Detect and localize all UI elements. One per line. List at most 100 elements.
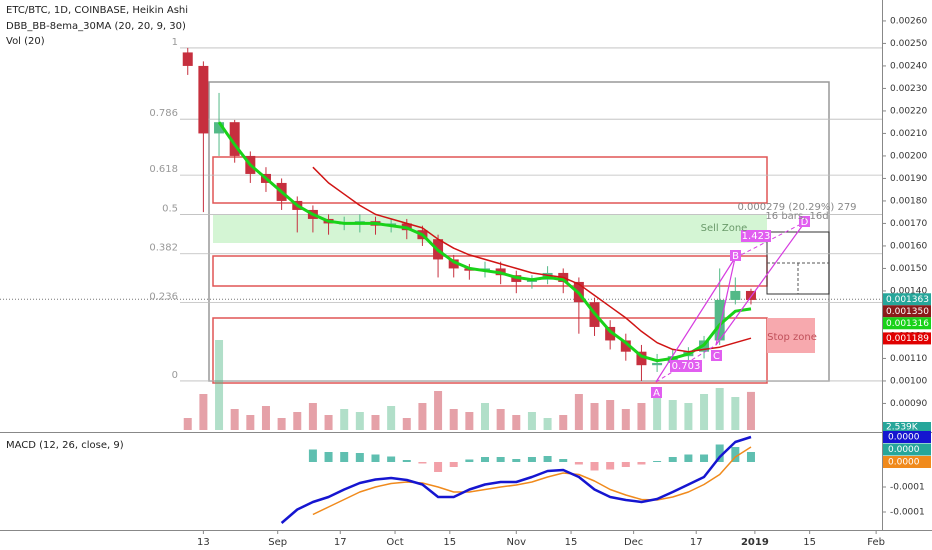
histogram-bar (402, 460, 411, 462)
candle-body (652, 362, 663, 366)
histogram-bar (715, 444, 724, 462)
moving-average (312, 166, 752, 353)
x-tick-label: 17 (690, 537, 703, 548)
sell-zone-box (213, 215, 767, 243)
candle-body (605, 326, 616, 341)
histogram-bar (418, 462, 427, 464)
volume-bar (199, 394, 208, 430)
candle-body (448, 259, 459, 269)
candle-body (214, 122, 225, 134)
histogram-bar (481, 457, 490, 462)
pattern-line (655, 221, 806, 383)
y-tick-label: 0.00110 (890, 354, 927, 364)
histogram-bar (527, 457, 536, 462)
volume-bar (731, 397, 740, 430)
volume-bar (543, 418, 552, 430)
histogram-bar (746, 452, 755, 462)
histogram-bar (340, 452, 349, 462)
histogram-bar (559, 459, 568, 462)
volume-bar (387, 406, 396, 430)
volume-bar (371, 415, 380, 430)
volume-tag-label: 2.539K (886, 423, 919, 433)
y-tick-label: 0.00100 (890, 376, 927, 386)
volume-bar (465, 412, 474, 430)
histogram-bar (684, 454, 693, 462)
x-tick-label: 2019 (741, 537, 769, 548)
candle-body (198, 65, 209, 134)
volume-bar (496, 409, 505, 430)
fib-label: 0.382 (149, 243, 178, 254)
measure-label: 16 bars, 16d (765, 211, 828, 222)
x-tick-label: 15 (443, 537, 456, 548)
volume-bar (215, 340, 224, 430)
volume-bar (261, 406, 270, 430)
volume-bar (527, 412, 536, 430)
zone-label: Sell Zone (701, 223, 748, 234)
histogram-bar (324, 452, 333, 462)
volume-bar (574, 394, 583, 430)
candle-body (730, 290, 741, 300)
volume-bar (606, 400, 615, 430)
macd-tag (883, 456, 931, 468)
label-box (741, 230, 771, 242)
candle-body (182, 52, 193, 66)
volume-label: Vol (20) (6, 36, 45, 47)
fib-label: 0.618 (149, 164, 178, 175)
candle-body (229, 122, 240, 156)
histogram-bar (387, 456, 396, 462)
volume-bar (700, 394, 709, 430)
volume-bar (402, 418, 411, 430)
x-tick-label: Dec (624, 537, 643, 548)
price-tag (883, 317, 931, 330)
price-tag-label: 0.001189 (886, 334, 929, 344)
chart-title: ETC/BTC, 1D, COINBASE, Heikin Ashi (6, 5, 188, 16)
point-label: A (653, 388, 660, 399)
label-box (799, 216, 810, 227)
y-tick-label: 0.00230 (890, 84, 927, 94)
volume-bar (590, 403, 599, 430)
y-tick-label: 0.00250 (890, 39, 927, 49)
volume-bar (183, 418, 192, 430)
volume-bar (481, 403, 490, 430)
histogram-bar (606, 462, 615, 470)
y-tick-label: 0.00200 (890, 151, 927, 161)
volume-bar (246, 415, 255, 430)
indicator-label: DBB_BB-8ema_30MA (20, 20, 9, 30) (6, 21, 186, 32)
price-pane: 1 0.786 0.618 0.5 0.382 0.236 0 (0, 37, 882, 430)
volume-bar (434, 391, 443, 430)
y-tick-label: -0.0001 (890, 508, 925, 518)
price-tag (883, 293, 931, 306)
abcd-pattern: A B C D 0.703 1.423 (651, 216, 810, 399)
fib-label: 0 (172, 370, 178, 381)
volume-bar (653, 391, 662, 430)
stop-zone-box (767, 318, 815, 353)
x-tick-label: Feb (867, 537, 885, 548)
x-tick-label: Sep (268, 537, 287, 548)
y-tick-label: -0.0001 (890, 483, 925, 493)
macd-tag (883, 443, 931, 456)
x-tick-label: Oct (386, 537, 403, 548)
volume-bar (449, 409, 458, 430)
volume-bar (277, 418, 286, 430)
histogram-bar (308, 449, 317, 462)
x-tick-label: 15 (803, 537, 816, 548)
point-label: B (732, 251, 739, 262)
histogram-bar (700, 454, 709, 462)
price-tag-label: 0.001316 (886, 319, 929, 329)
volume-bar (746, 391, 755, 430)
fib-label: 0.5 (162, 203, 178, 214)
volume-bar (355, 412, 364, 430)
macd-tag-label: 0.0000 (888, 445, 920, 455)
fib-label: 0.236 (149, 291, 178, 302)
candle-body (636, 351, 647, 366)
histogram-bar (653, 461, 662, 462)
y-tick-label: 0.00220 (890, 106, 927, 116)
histogram-bar (512, 459, 521, 462)
histogram-bar (434, 462, 443, 472)
label-box (730, 250, 741, 261)
volume-bar (512, 415, 521, 430)
volume-bar (637, 403, 646, 430)
histogram-bar (449, 462, 458, 467)
